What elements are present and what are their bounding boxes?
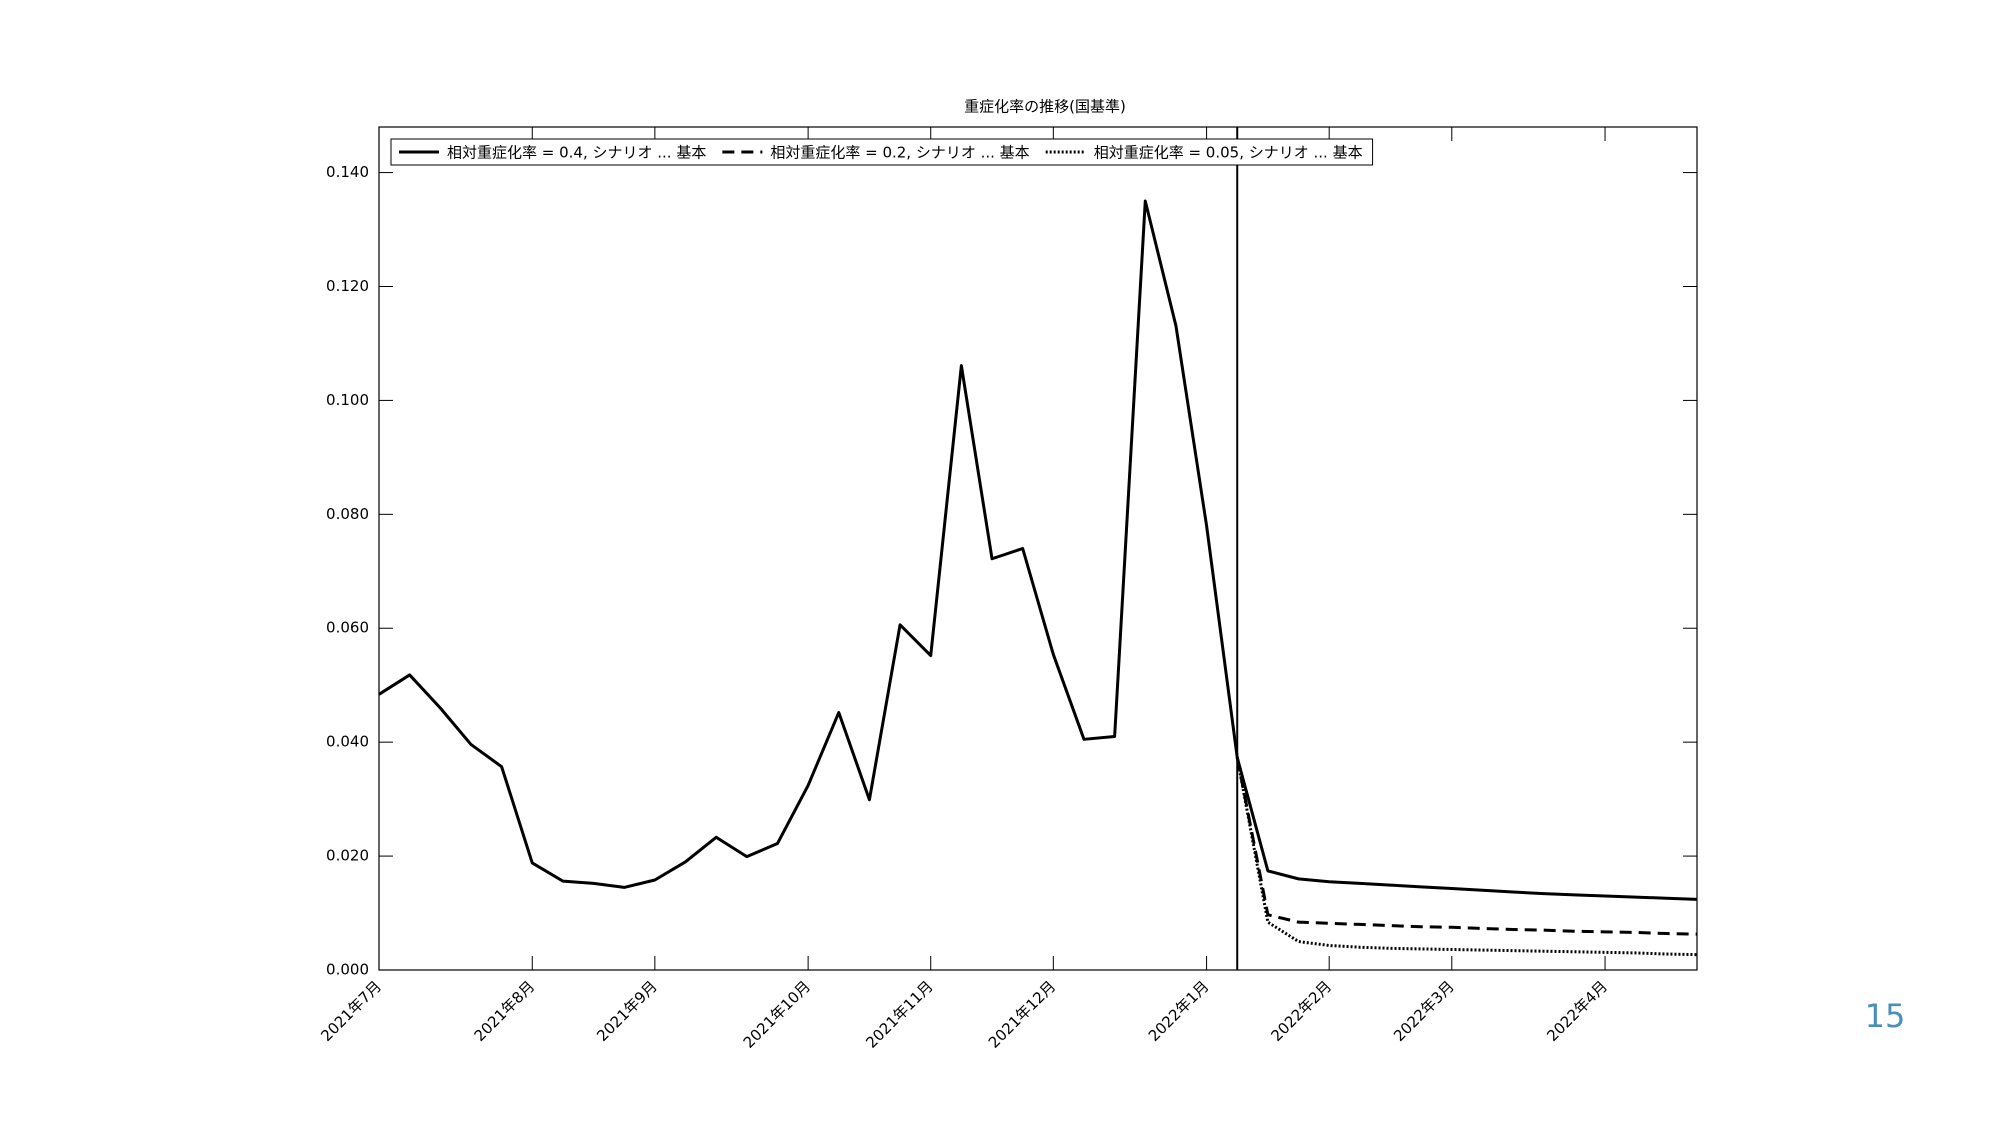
y-tick-label: 0.000 <box>326 961 369 979</box>
y-tick-label: 0.080 <box>326 505 369 523</box>
y-tick-label: 0.060 <box>326 619 369 637</box>
legend-label: 相対重症化率 = 0.05, シナリオ ... 基本 <box>1094 144 1363 162</box>
y-tick-label: 0.100 <box>326 391 369 409</box>
page-number: 15 <box>1865 997 1906 1035</box>
x-tick-label: 2022年3月 <box>1390 977 1458 1045</box>
y-tick-label: 0.020 <box>326 847 369 865</box>
legend-label: 相対重症化率 = 0.4, シナリオ ... 基本 <box>447 144 706 162</box>
x-tick-label: 2022年1月 <box>1145 977 1213 1045</box>
series-line <box>1235 757 1698 957</box>
legend: 相対重症化率 = 0.4, シナリオ ... 基本 相対重症化率 = 0.2, シ… <box>390 138 1374 166</box>
y-tick-label: 0.040 <box>326 733 369 751</box>
x-tick-label: 2021年8月 <box>471 977 539 1045</box>
y-tick-label: 0.140 <box>326 163 369 181</box>
x-tick-label: 2022年2月 <box>1268 977 1336 1045</box>
x-tick-label: 2021年9月 <box>593 977 661 1045</box>
x-tick-label: 2021年7月 <box>317 977 385 1045</box>
chart-title: 重症化率の推移(国基準) <box>964 98 1126 116</box>
x-tick-label: 2021年12月 <box>985 977 1059 1051</box>
legend-box <box>390 138 1374 166</box>
y-tick-label: 0.120 <box>326 277 369 295</box>
x-tick-label: 2022年4月 <box>1543 977 1611 1045</box>
legend-label: 相対重症化率 = 0.2, シナリオ ... 基本 <box>770 144 1029 162</box>
x-tick-label: 2021年10月 <box>740 977 814 1051</box>
x-tick-label: 2021年11月 <box>862 977 936 1051</box>
series-line <box>378 199 1698 901</box>
series-line <box>1235 757 1698 936</box>
plot-frame <box>378 126 1698 971</box>
